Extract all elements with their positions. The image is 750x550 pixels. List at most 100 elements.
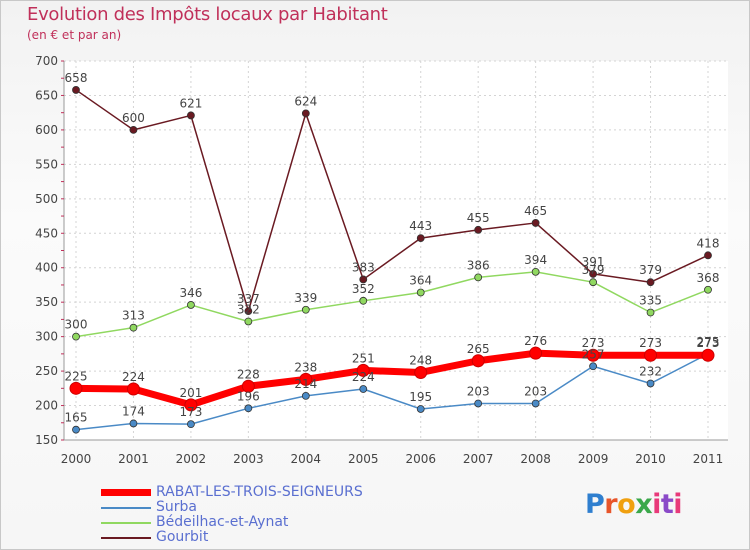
data-label: 195 <box>409 390 432 404</box>
data-label: 248 <box>409 353 432 367</box>
data-point <box>589 278 597 287</box>
data-point <box>704 251 712 260</box>
data-label: 322 <box>237 302 260 316</box>
data-label: 228 <box>237 367 260 381</box>
data-label: 225 <box>65 369 88 383</box>
data-label: 339 <box>294 291 317 305</box>
x-tick-label: 2002 <box>176 452 207 466</box>
data-point <box>187 301 195 309</box>
legend-label: RABAT-LES-TROIS-SEIGNEURS <box>156 484 363 500</box>
data-point <box>416 405 425 413</box>
x-tick-label: 2004 <box>291 452 322 466</box>
data-label: 232 <box>639 364 662 378</box>
data-label: 418 <box>697 236 720 250</box>
data-label: 203 <box>524 384 547 398</box>
data-label: 379 <box>639 263 662 277</box>
y-tick-label: 150 <box>35 433 58 447</box>
data-point <box>187 111 195 120</box>
x-tick-label: 2007 <box>463 452 494 466</box>
legend-swatch <box>101 489 151 496</box>
data-point <box>704 285 712 294</box>
data-label: 443 <box>409 219 432 233</box>
y-tick-label: 550 <box>35 157 58 171</box>
y-tick-label: 400 <box>35 261 58 275</box>
data-label: 276 <box>524 334 547 348</box>
data-label: 352 <box>352 282 375 296</box>
data-label: 337 <box>237 292 260 306</box>
legend-label: Gourbit <box>156 529 209 545</box>
data-label: 224 <box>122 370 145 384</box>
data-point <box>301 109 310 118</box>
data-label: 257 <box>582 347 605 361</box>
data-point <box>586 348 600 362</box>
data-point <box>531 219 540 227</box>
data-label: 275 <box>697 335 720 349</box>
data-point <box>244 317 253 326</box>
data-label: 391 <box>582 255 605 269</box>
data-point <box>646 379 655 388</box>
data-label: 346 <box>179 286 202 300</box>
y-tick-label: 700 <box>35 54 58 68</box>
data-point <box>184 398 198 412</box>
data-point <box>126 382 140 396</box>
data-label: 214 <box>294 377 317 391</box>
data-label: 335 <box>639 294 662 308</box>
data-point <box>359 275 368 284</box>
data-label: 174 <box>122 404 145 418</box>
data-label: 224 <box>352 370 375 384</box>
data-label: 386 <box>467 258 490 272</box>
y-tick-label: 650 <box>35 88 58 102</box>
data-label: 251 <box>352 351 375 365</box>
data-point <box>72 425 80 434</box>
x-tick-label: 2000 <box>61 452 92 466</box>
x-tick-label: 2008 <box>520 452 551 466</box>
data-label: 300 <box>65 318 88 332</box>
series-line-3 <box>75 89 709 312</box>
data-label: 455 <box>467 211 490 225</box>
data-label: 165 <box>65 411 88 425</box>
data-label: 383 <box>352 260 375 274</box>
data-point <box>531 267 540 276</box>
data-point <box>471 354 485 368</box>
data-point <box>299 372 313 386</box>
data-label: 273 <box>697 336 720 350</box>
data-label: 203 <box>467 384 490 398</box>
y-tick-label: 500 <box>35 192 58 206</box>
data-label: 313 <box>122 309 145 323</box>
plot-area <box>64 61 728 440</box>
data-point <box>244 404 253 413</box>
data-point <box>359 385 368 393</box>
data-label: 465 <box>524 204 547 218</box>
data-point <box>646 278 655 287</box>
legend-swatch <box>101 507 151 509</box>
data-point <box>69 381 83 395</box>
data-label: 621 <box>179 96 202 110</box>
data-point <box>589 270 597 278</box>
data-point <box>72 332 80 341</box>
chart-title: Evolution des Impôts locaux par Habitant <box>27 4 388 25</box>
data-point <box>241 379 255 393</box>
data-label: 273 <box>639 336 662 350</box>
y-tick-label: 450 <box>35 226 58 240</box>
data-point <box>589 362 597 371</box>
legend-swatch <box>101 522 151 524</box>
data-point <box>531 399 540 408</box>
x-tick-label: 2001 <box>118 452 149 466</box>
data-point <box>187 420 195 429</box>
series-line-0 <box>72 349 712 409</box>
chart-subtitle: (en € et par an) <box>27 28 122 42</box>
data-label: 624 <box>294 94 317 108</box>
proxiti-logo: Proxiti <box>585 489 683 520</box>
y-tick-label: 250 <box>35 364 58 378</box>
x-tick-label: 2010 <box>635 452 666 466</box>
data-point <box>359 296 368 305</box>
data-point <box>646 308 655 317</box>
legend-label: Surba <box>156 499 197 515</box>
legend-label: Bédeilhac-et-Aynat <box>156 514 289 530</box>
data-label: 201 <box>179 386 202 400</box>
data-point <box>529 346 543 360</box>
x-tick-label: 2011 <box>693 452 724 466</box>
data-point <box>474 399 483 408</box>
legend-swatch <box>101 537 151 539</box>
data-label: 600 <box>122 111 145 125</box>
